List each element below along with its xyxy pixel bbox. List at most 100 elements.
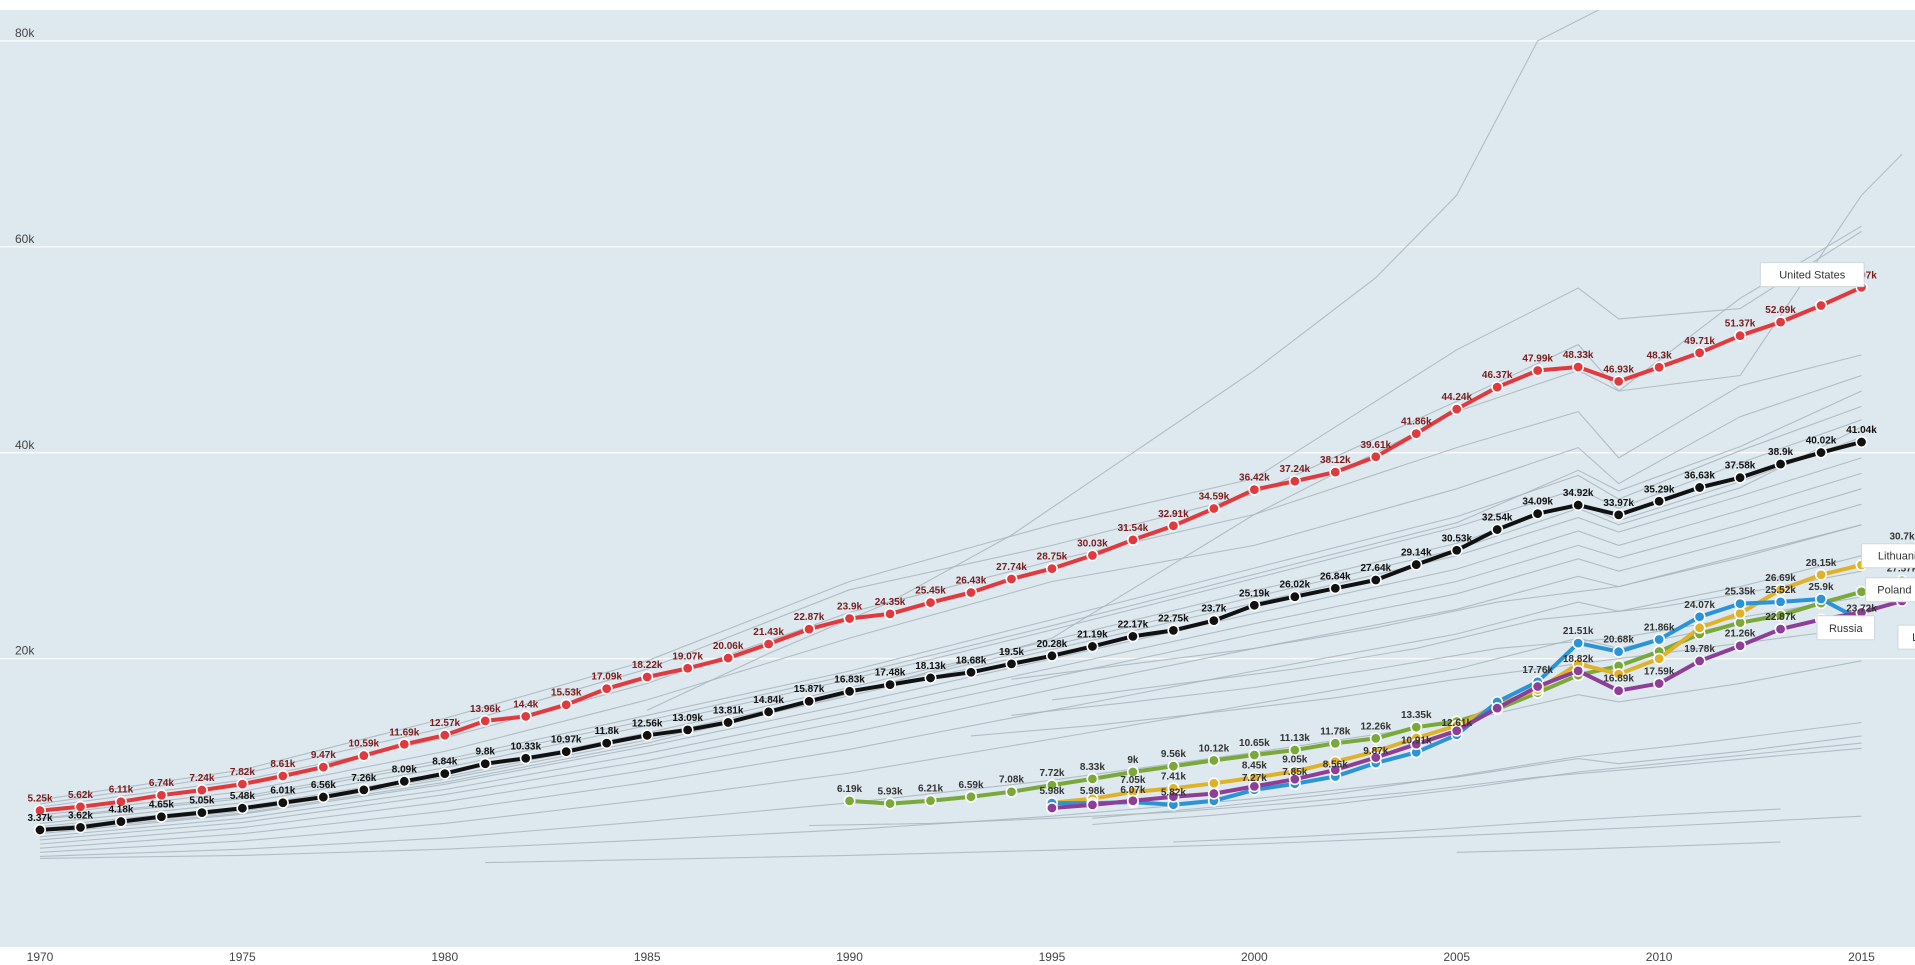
data-point[interactable] <box>155 789 168 802</box>
data-point[interactable] <box>74 800 87 813</box>
data-point[interactable] <box>681 723 694 736</box>
data-point[interactable] <box>155 810 168 823</box>
data-point[interactable] <box>1126 630 1139 643</box>
data-point[interactable] <box>1815 568 1828 581</box>
data-point[interactable] <box>1774 458 1787 471</box>
data-point[interactable] <box>519 752 532 765</box>
data-point[interactable] <box>1045 562 1058 575</box>
data-point[interactable] <box>74 821 87 834</box>
data-point[interactable] <box>33 804 46 817</box>
data-point[interactable] <box>1855 436 1868 449</box>
data-point[interactable] <box>1572 664 1585 677</box>
data-point[interactable] <box>438 729 451 742</box>
data-point[interactable] <box>1248 780 1261 793</box>
data-point[interactable] <box>843 685 856 698</box>
data-point[interactable] <box>1288 744 1301 757</box>
data-point[interactable] <box>33 823 46 836</box>
data-point[interactable] <box>803 623 816 636</box>
data-point[interactable] <box>1005 572 1018 585</box>
data-point[interactable] <box>1086 549 1099 562</box>
data-point[interactable] <box>114 815 127 828</box>
data-point[interactable] <box>1086 640 1099 653</box>
data-point[interactable] <box>884 607 897 620</box>
data-point[interactable] <box>1774 595 1787 608</box>
data-point[interactable] <box>357 749 370 762</box>
data-point[interactable] <box>1167 519 1180 532</box>
data-point[interactable] <box>843 612 856 625</box>
data-point[interactable] <box>1653 652 1666 665</box>
data-point[interactable] <box>1693 481 1706 494</box>
data-point[interactable] <box>1329 466 1342 479</box>
data-point[interactable] <box>924 671 937 684</box>
data-point[interactable] <box>519 710 532 723</box>
data-point[interactable] <box>600 737 613 750</box>
data-point[interactable] <box>681 662 694 675</box>
data-point[interactable] <box>1248 599 1261 612</box>
data-point[interactable] <box>1815 446 1828 459</box>
data-point[interactable] <box>438 767 451 780</box>
data-point[interactable] <box>317 791 330 804</box>
data-point[interactable] <box>1410 738 1423 751</box>
data-point[interactable] <box>1410 427 1423 440</box>
data-point[interactable] <box>1774 316 1787 329</box>
data-point[interactable] <box>1693 346 1706 359</box>
data-point[interactable] <box>1450 403 1463 416</box>
data-point[interactable] <box>884 678 897 691</box>
data-point[interactable] <box>1207 787 1220 800</box>
data-point[interactable] <box>1653 633 1666 646</box>
data-point[interactable] <box>276 769 289 782</box>
data-point[interactable] <box>1774 623 1787 636</box>
data-point[interactable] <box>964 666 977 679</box>
data-point[interactable] <box>641 729 654 742</box>
data-point[interactable] <box>1734 329 1747 342</box>
data-point[interactable] <box>1045 649 1058 662</box>
data-point[interactable] <box>1329 737 1342 750</box>
data-point[interactable] <box>641 671 654 684</box>
data-point[interactable] <box>1369 751 1382 764</box>
data-point[interactable] <box>1126 765 1139 778</box>
data-point[interactable] <box>1612 668 1625 681</box>
data-point[interactable] <box>1126 533 1139 546</box>
data-point[interactable] <box>924 596 937 609</box>
data-point[interactable] <box>1450 544 1463 557</box>
data-point[interactable] <box>1207 502 1220 515</box>
data-point[interactable] <box>1248 483 1261 496</box>
data-point[interactable] <box>1086 798 1099 811</box>
data-point[interactable] <box>1612 508 1625 521</box>
data-point[interactable] <box>964 790 977 803</box>
data-point[interactable] <box>195 784 208 797</box>
data-point[interactable] <box>1531 364 1544 377</box>
data-point[interactable] <box>924 794 937 807</box>
data-point[interactable] <box>398 738 411 751</box>
data-point[interactable] <box>236 778 249 791</box>
data-point[interactable] <box>1491 523 1504 536</box>
data-point[interactable] <box>1207 614 1220 627</box>
data-point[interactable] <box>1815 592 1828 605</box>
data-point[interactable] <box>1329 582 1342 595</box>
data-point[interactable] <box>1612 684 1625 697</box>
data-point[interactable] <box>1167 790 1180 803</box>
data-point[interactable] <box>1369 732 1382 745</box>
data-point[interactable] <box>1288 590 1301 603</box>
data-point[interactable] <box>1572 499 1585 512</box>
data-point[interactable] <box>1045 779 1058 792</box>
data-point[interactable] <box>1369 450 1382 463</box>
data-point[interactable] <box>560 698 573 711</box>
data-point[interactable] <box>479 757 492 770</box>
data-point[interactable] <box>1491 381 1504 394</box>
data-point[interactable] <box>722 716 735 729</box>
data-point[interactable] <box>762 705 775 718</box>
data-point[interactable] <box>479 714 492 727</box>
data-point[interactable] <box>236 802 249 815</box>
data-point[interactable] <box>1774 583 1787 596</box>
data-point[interactable] <box>1167 760 1180 773</box>
data-point[interactable] <box>843 794 856 807</box>
data-point[interactable] <box>1207 754 1220 767</box>
data-point[interactable] <box>398 775 411 788</box>
data-point[interactable] <box>1653 495 1666 508</box>
data-point[interactable] <box>317 761 330 774</box>
data-point[interactable] <box>1167 624 1180 637</box>
data-point[interactable] <box>1410 721 1423 734</box>
data-point[interactable] <box>1774 609 1787 622</box>
data-point[interactable] <box>1693 610 1706 623</box>
